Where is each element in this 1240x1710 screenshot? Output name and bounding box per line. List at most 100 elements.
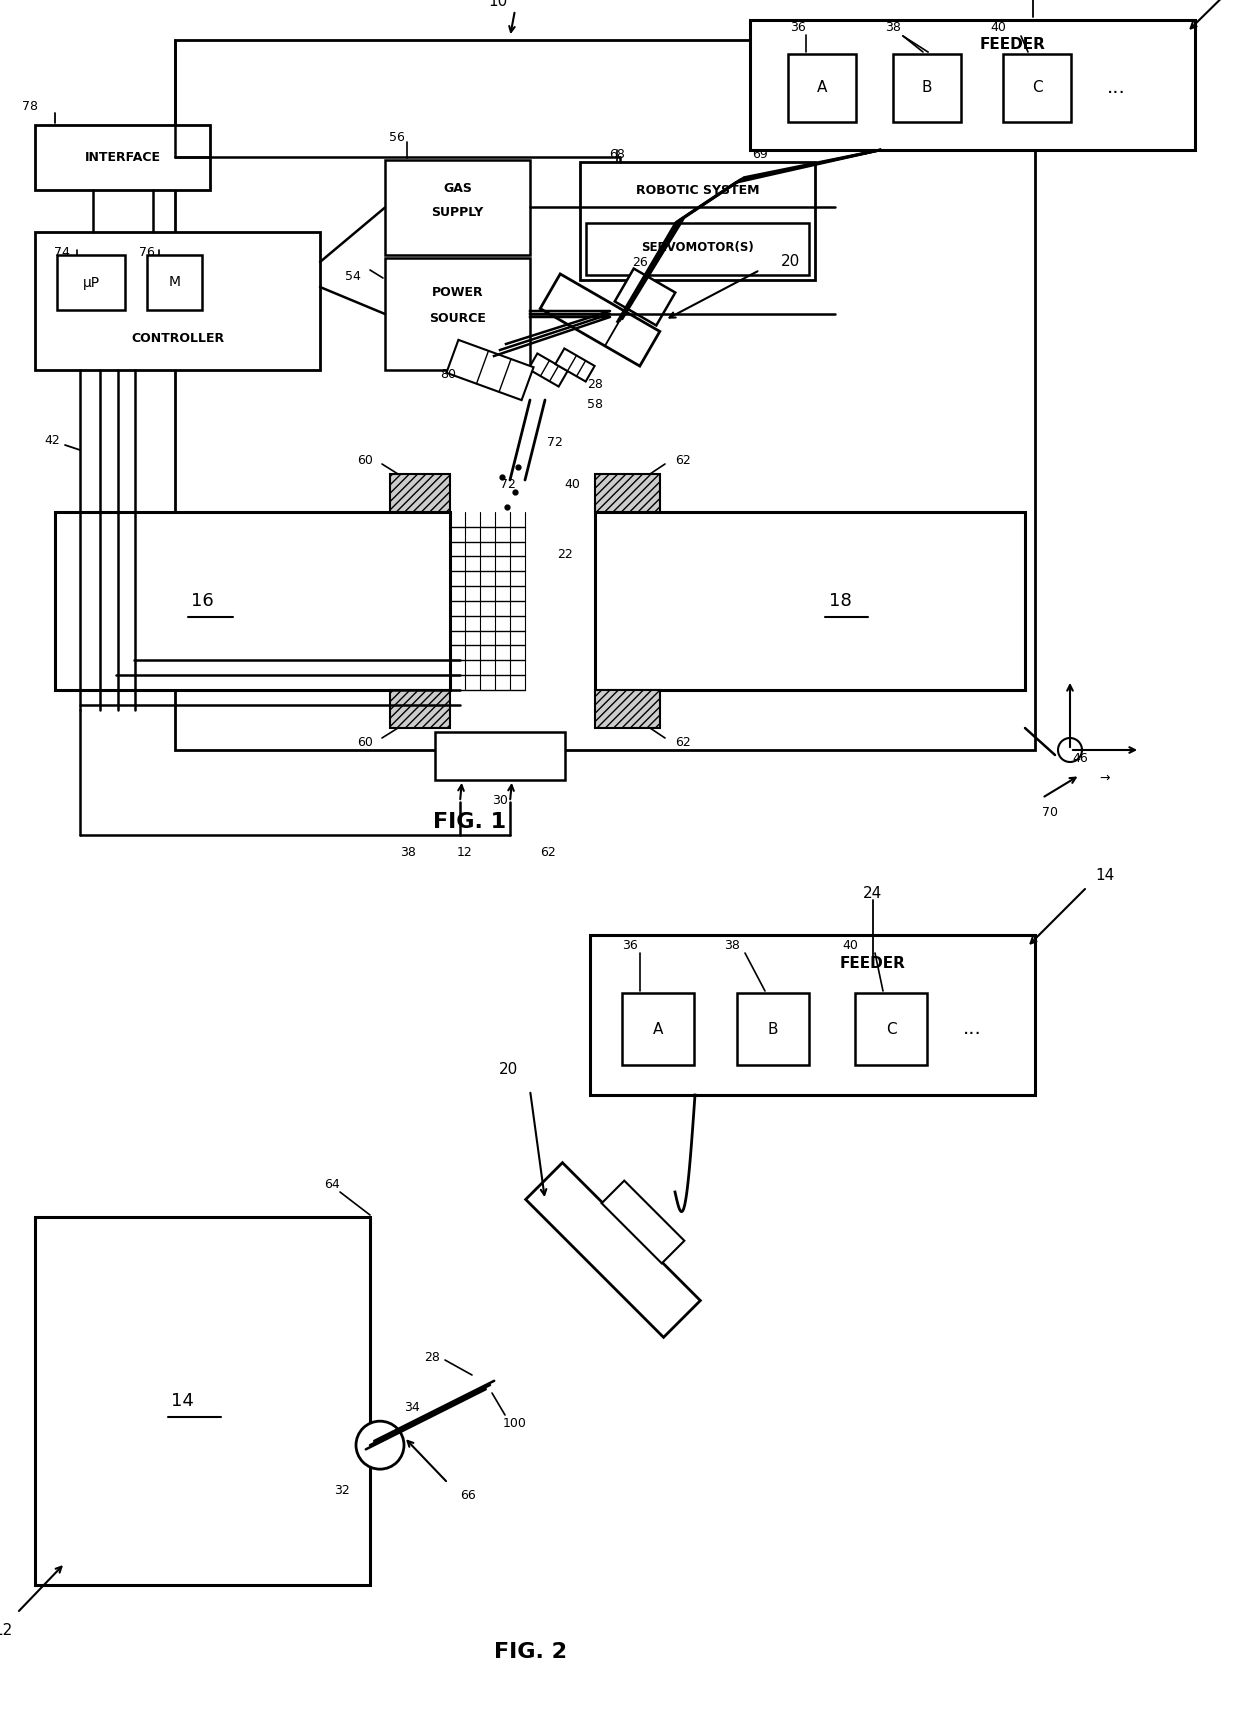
Text: 36: 36	[790, 22, 806, 34]
Bar	[595, 511, 1025, 691]
Text: 40: 40	[842, 939, 858, 951]
Polygon shape	[528, 354, 568, 386]
Bar	[391, 691, 450, 728]
Bar	[893, 55, 961, 121]
Text: 66: 66	[460, 1489, 476, 1501]
Text: FIG. 2: FIG. 2	[494, 1642, 567, 1662]
Text: 69: 69	[753, 149, 768, 161]
Text: 62: 62	[541, 845, 556, 858]
Text: 100: 100	[503, 1416, 527, 1430]
Bar	[435, 732, 565, 780]
Bar	[856, 994, 928, 1065]
Text: 18: 18	[828, 592, 852, 610]
Bar	[175, 39, 1035, 751]
Polygon shape	[601, 1180, 684, 1264]
Text: CONTROLLER: CONTROLLER	[131, 332, 224, 344]
Text: 38: 38	[885, 22, 901, 34]
Bar	[737, 994, 808, 1065]
Text: 26: 26	[632, 255, 647, 268]
Text: 68: 68	[609, 149, 625, 161]
Text: 60: 60	[357, 453, 373, 467]
Text: M: M	[169, 275, 181, 289]
Text: →: →	[1100, 771, 1110, 785]
Text: 70: 70	[1042, 805, 1058, 819]
Bar	[1003, 55, 1071, 121]
Text: 12: 12	[458, 845, 472, 858]
Text: A: A	[652, 1021, 663, 1036]
Text: 46: 46	[1073, 751, 1087, 764]
Text: 16: 16	[191, 592, 213, 610]
Text: 12: 12	[0, 1623, 12, 1638]
Text: B: B	[768, 1021, 779, 1036]
Text: 20: 20	[498, 1062, 517, 1077]
Text: SERVOMOTOR(S): SERVOMOTOR(S)	[641, 241, 754, 255]
Polygon shape	[526, 1163, 701, 1337]
Text: C: C	[1032, 80, 1043, 96]
Text: SOURCE: SOURCE	[429, 311, 486, 325]
Text: 40: 40	[564, 477, 580, 491]
Text: 78: 78	[22, 101, 38, 113]
Text: 10: 10	[489, 0, 507, 10]
Text: μP: μP	[82, 275, 99, 289]
Text: 20: 20	[780, 255, 800, 270]
Bar	[35, 125, 210, 190]
Text: GAS: GAS	[443, 181, 472, 195]
Text: ROBOTIC SYSTEM: ROBOTIC SYSTEM	[636, 183, 759, 197]
Text: 38: 38	[724, 939, 740, 951]
Text: 36: 36	[622, 939, 637, 951]
Text: 32: 32	[334, 1484, 350, 1496]
Text: 72: 72	[500, 479, 516, 491]
Text: SUPPLY: SUPPLY	[432, 205, 484, 219]
Text: ...: ...	[1106, 79, 1126, 97]
Bar	[384, 258, 529, 369]
Bar	[590, 935, 1035, 1094]
Text: 40: 40	[990, 22, 1006, 34]
Text: ...: ...	[962, 1019, 981, 1038]
Text: POWER: POWER	[432, 287, 484, 299]
Text: B: B	[921, 80, 932, 96]
Bar	[787, 55, 856, 121]
Text: 54: 54	[345, 270, 361, 282]
Bar	[57, 255, 125, 310]
Polygon shape	[615, 268, 676, 325]
Circle shape	[356, 1421, 404, 1469]
Text: 76: 76	[139, 246, 155, 258]
Bar	[35, 1218, 370, 1585]
Bar	[35, 233, 320, 369]
Text: C: C	[885, 1021, 897, 1036]
Text: 74: 74	[55, 246, 69, 258]
Bar	[622, 994, 694, 1065]
Polygon shape	[446, 340, 533, 400]
Text: 80: 80	[440, 368, 456, 381]
Bar	[587, 222, 808, 275]
Bar	[595, 691, 660, 728]
Bar	[384, 161, 529, 255]
Text: 22: 22	[557, 549, 573, 561]
Text: A: A	[817, 80, 827, 96]
Text: 24: 24	[863, 886, 882, 901]
Text: 14: 14	[171, 1392, 193, 1411]
Text: FEEDER: FEEDER	[980, 38, 1045, 53]
Text: 62: 62	[675, 453, 691, 467]
Bar	[595, 474, 660, 511]
Circle shape	[1058, 739, 1083, 763]
Polygon shape	[556, 349, 595, 381]
Bar	[55, 511, 450, 691]
Text: 34: 34	[404, 1400, 420, 1414]
Text: 30: 30	[492, 793, 508, 807]
Text: 38: 38	[401, 845, 415, 858]
Text: FEEDER: FEEDER	[839, 956, 905, 971]
Text: 64: 64	[324, 1178, 340, 1192]
Text: 56: 56	[389, 132, 405, 145]
Bar	[750, 21, 1195, 150]
Text: 72: 72	[547, 436, 563, 448]
Text: FIG. 1: FIG. 1	[434, 812, 507, 833]
Text: 58: 58	[587, 398, 603, 412]
Text: 14: 14	[1095, 867, 1115, 882]
Bar	[148, 255, 202, 310]
Text: 42: 42	[45, 434, 60, 446]
Text: 60: 60	[357, 735, 373, 749]
Polygon shape	[541, 274, 660, 366]
Text: 28: 28	[424, 1351, 440, 1363]
Text: INTERFACE: INTERFACE	[84, 150, 160, 164]
